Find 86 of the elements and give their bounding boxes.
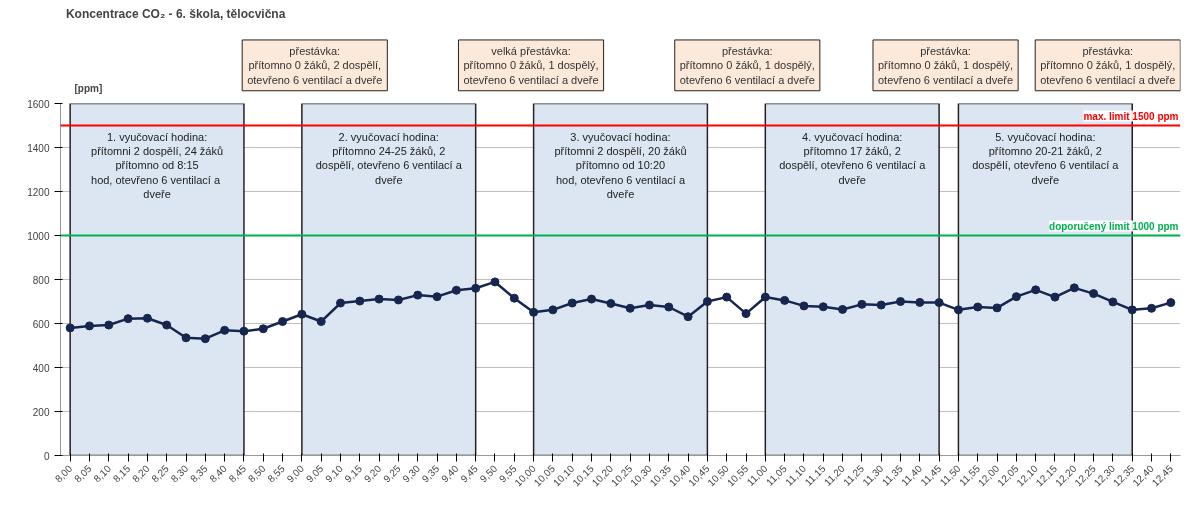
y-tick-label: 800 — [32, 274, 50, 286]
y-tick-label: 400 — [32, 362, 50, 374]
point — [220, 325, 230, 335]
ref-line-label: doporučený limit 1000 ppm — [1049, 220, 1179, 232]
point — [432, 292, 442, 302]
point — [818, 302, 828, 312]
point — [587, 294, 597, 304]
ref-line-label: max. limit 1500 ppm — [1083, 110, 1179, 122]
point — [413, 290, 423, 300]
point — [1127, 305, 1137, 315]
x-tick-label: 9,40 — [439, 462, 461, 485]
point — [760, 292, 770, 302]
text: přestávka: přítomno 0 žáků, 1 dospělý, otevřeno 6 ventilací a dveře — [877, 44, 1014, 86]
point — [799, 301, 809, 311]
point — [65, 323, 75, 333]
text: přestávka: přítomno 0 žáků, 1 dospělý, otevřeno 6 ventilací a dveře — [1040, 44, 1176, 86]
point — [915, 297, 925, 307]
point — [451, 285, 461, 295]
y-tick-label: 1600 — [27, 98, 50, 110]
point — [683, 312, 693, 322]
point — [123, 314, 133, 324]
point — [876, 300, 886, 310]
point — [1031, 285, 1041, 295]
point — [297, 309, 307, 319]
x-tick-label: 8,35 — [188, 462, 210, 485]
point — [896, 297, 905, 306]
point — [606, 298, 616, 308]
point — [200, 334, 210, 344]
point — [934, 298, 944, 308]
x-tick-label: 8,00 — [52, 462, 75, 485]
point — [857, 299, 867, 309]
text: velká přestávka: přítomno 0 žáků, 1 dospělý, otevřeno 6 ventilací a dveře — [463, 44, 599, 86]
point — [1108, 297, 1118, 307]
point — [162, 320, 172, 330]
point — [702, 297, 712, 306]
point — [953, 305, 963, 315]
x-tick-label: 8,20 — [130, 462, 152, 485]
point — [973, 302, 983, 312]
point — [355, 296, 365, 306]
point — [1069, 283, 1079, 293]
point — [258, 324, 268, 334]
band-label: 4. vyučovací hodina: přítomno 17 žáků, 2 dospělí, otevřeno 6 ventilací a dveře — [779, 130, 927, 186]
y-tick-label: 1400 — [27, 142, 50, 154]
point — [471, 283, 481, 293]
point — [992, 303, 1002, 313]
y-tick-label: 600 — [32, 318, 50, 330]
point — [374, 294, 384, 304]
y-tick-label: 0 — [43, 450, 50, 462]
point — [1050, 292, 1060, 302]
point — [780, 295, 790, 305]
point — [1166, 298, 1176, 308]
point — [529, 307, 539, 317]
chart-title: Koncentrace CO₂ - 6. škola, tělocvična — [65, 7, 286, 22]
band-label: 1. vyučovací hodina: přítomni 2 dospělí, 24 žáků přítomno od 8:15 hod, otevřeno 6 ventilací a dveře — [91, 130, 224, 201]
y-tick-label: 1200 — [27, 186, 50, 198]
point — [567, 298, 577, 308]
point — [509, 293, 519, 303]
band-label: 5. vyučovací hodina: přítomno 20-21 žáků, 2 dospělí, otevřeno 6 ventilací a dveře — [972, 130, 1120, 186]
text: přestávka: přítomno 0 žáků, 2 dospělí, otevřeno 6 ventilací a dveře — [247, 44, 383, 86]
point — [644, 300, 654, 310]
point — [1089, 289, 1099, 299]
band-label: 3. vyučovací hodina: přítomni 2 dospělí, 20 žáků přítomno od 10:20 hod, otevřeno 6 ventilací a dveře — [554, 130, 687, 201]
point — [393, 295, 403, 305]
text: přestávka: přítomno 0 žáků, 1 dospělý, otevřeno 6 ventilací a dveře — [679, 44, 815, 86]
point — [181, 333, 191, 343]
point — [316, 317, 326, 327]
point — [722, 292, 732, 302]
band-label: 2. vyučovací hodina: přítomno 24-25 žáků, 2 dospělí, otevřeno 6 ventilací a dveře — [315, 130, 463, 186]
point — [548, 305, 558, 315]
point — [1011, 292, 1021, 302]
y-axis-title: [ppm] — [74, 82, 103, 94]
point — [142, 313, 152, 323]
y-tick-label: 200 — [32, 406, 50, 418]
point — [741, 309, 751, 319]
y-tick-label: 1000 — [27, 230, 50, 242]
point — [490, 277, 500, 287]
x-tick-label: 9,25 — [381, 462, 403, 485]
point — [625, 303, 635, 313]
point — [239, 326, 249, 336]
point — [278, 317, 288, 327]
point — [104, 320, 114, 330]
point — [1147, 303, 1157, 313]
point — [84, 321, 94, 331]
point — [838, 304, 848, 314]
point — [664, 302, 674, 312]
point — [336, 298, 345, 308]
